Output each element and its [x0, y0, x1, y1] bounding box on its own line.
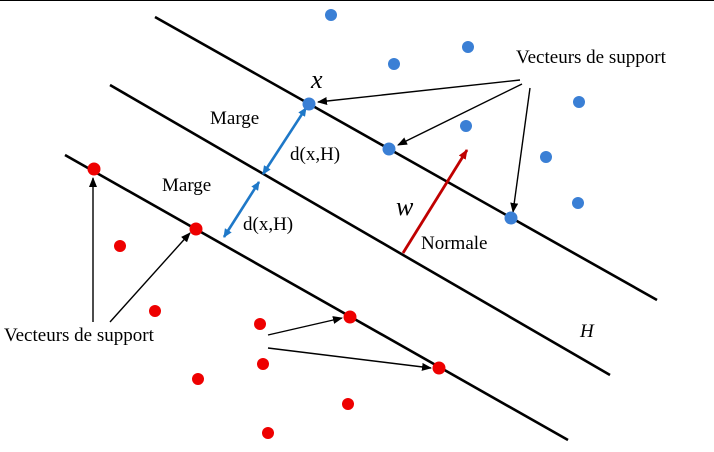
arrow-sv-bottom-2	[109, 232, 191, 323]
blue-point	[388, 58, 400, 70]
normal-vector-arrow	[401, 149, 469, 254]
weight-vector-label: w	[396, 192, 414, 221]
blue-support-vector	[382, 142, 396, 156]
red-support-vector	[87, 162, 101, 176]
red-point	[342, 398, 354, 410]
blue-point	[573, 96, 585, 108]
arrow-sv-top-2	[397, 83, 523, 146]
blue-support-vector	[302, 97, 316, 111]
red-support-vector	[189, 222, 203, 236]
red-point	[257, 358, 269, 370]
red-point	[262, 427, 274, 439]
blue-point	[572, 197, 584, 209]
blue-point	[460, 120, 472, 132]
point-x-label: x	[310, 65, 323, 94]
lower-margin-line	[64, 153, 569, 442]
red-support-vector	[343, 310, 357, 324]
upper-margin-line	[154, 15, 658, 302]
blue-point	[540, 151, 552, 163]
support-vectors-label-top: Vecteurs de support	[516, 47, 667, 68]
normal-label: Normale	[421, 233, 487, 254]
arrow-sv-bottom-4	[267, 347, 432, 371]
margin-arrow-lower	[222, 181, 261, 238]
margin-label-lower: Marge	[162, 175, 211, 196]
top-border	[0, 0, 714, 1]
margin-arrow-upper	[261, 107, 308, 175]
red-point	[114, 240, 126, 252]
distance-label-upper: d(x,H)	[290, 144, 340, 165]
hyperplane-line	[109, 83, 611, 377]
arrow-sv-bottom-3	[267, 316, 343, 336]
red-point	[149, 305, 161, 317]
blue-point	[325, 9, 337, 21]
blue-point	[462, 41, 474, 53]
arrow-sv-top-1	[317, 79, 521, 106]
red-point	[192, 373, 204, 385]
red-support-vector	[432, 361, 446, 375]
blue-support-vector	[504, 211, 518, 225]
arrow-sv-top-3	[510, 87, 531, 213]
hyperplane-label: H	[579, 321, 595, 342]
distance-label-lower: d(x,H)	[243, 214, 293, 235]
red-point	[254, 318, 266, 330]
margin-label-upper: Marge	[210, 108, 259, 129]
support-vectors-label-bottom: Vecteurs de support	[4, 325, 155, 346]
